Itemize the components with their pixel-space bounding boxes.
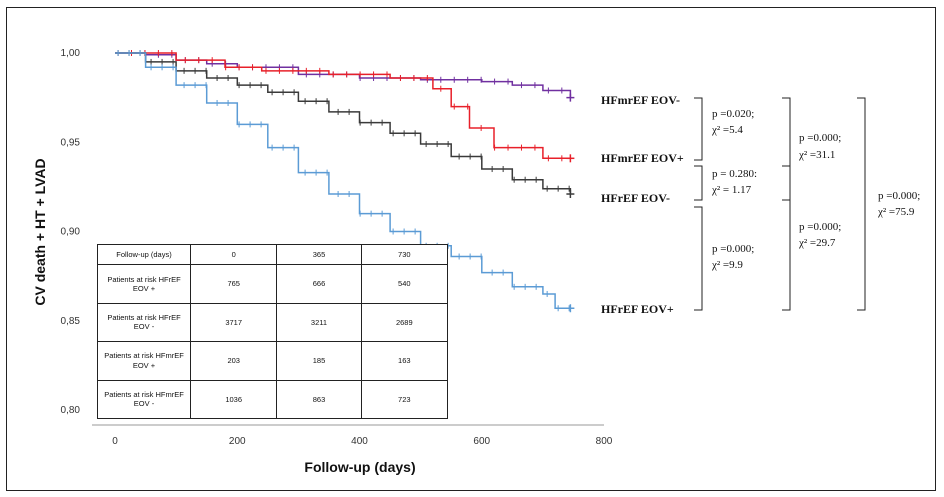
y-tick-label: 0,90 — [61, 227, 81, 238]
series-label-1: HFmrEF EOV+ — [601, 151, 684, 165]
y-tick-label: 0,95 — [61, 137, 81, 148]
risk-table-header-cell: 365 — [276, 243, 362, 266]
p-value: p =0.000; — [799, 221, 841, 233]
chi-square: χ² =31.1 — [798, 149, 835, 161]
chi-square: χ² =29.7 — [798, 237, 836, 249]
risk-table-header-cell: 730 — [360, 243, 449, 266]
risk-table-cell: 185 — [276, 341, 362, 381]
risk-table-cell: 540 — [360, 264, 449, 304]
p-value: p =0.000; — [878, 190, 920, 202]
y-axis-title: CV death + HT + LVAD — [32, 158, 48, 305]
bracket — [782, 165, 791, 311]
x-tick-label: 200 — [229, 436, 246, 447]
chi-square: χ² =75.9 — [877, 206, 915, 218]
p-value: p =0.020; — [712, 108, 754, 120]
y-tick-label: 0,85 — [61, 316, 81, 327]
risk-table-cell: 163 — [360, 341, 449, 381]
series-label-2: HFrEF EOV- — [601, 191, 670, 205]
bracket — [694, 165, 703, 201]
series-line-1 — [115, 52, 571, 160]
risk-table-row: Patients at risk HFmrEF EOV -1036 863 723 — [97, 379, 449, 419]
x-tick-label: 0 — [112, 436, 118, 447]
bracket — [782, 97, 791, 201]
p-value: p = 0.280: — [712, 168, 757, 180]
risk-table-row-label: Patients at risk HFrEF EOV - — [97, 302, 191, 343]
series-line-3 — [115, 52, 571, 310]
risk-table-row-label: Patients at risk HFmrEF EOV - — [97, 379, 191, 419]
bracket — [857, 97, 866, 311]
risk-table: Follow-up (days) 0 365 730 Patients at risk … — [97, 243, 449, 419]
bracket — [694, 206, 703, 311]
risk-table-cell: 1036 — [189, 379, 278, 419]
risk-table-cell: 723 — [360, 379, 449, 419]
series-labels: HFmrEF EOV- HFmrEF EOV+ HFrEF EOV- HFrEF EO… — [601, 93, 684, 316]
x-tick-label: 400 — [351, 436, 368, 447]
series-line-2 — [115, 52, 572, 194]
axes: 0 200 400 600 800 1,00 0,95 0,90 0,85 0,80 Follow-… — [32, 48, 613, 475]
risk-table-cell: 2689 — [360, 302, 449, 343]
risk-table-cell: 863 — [276, 379, 362, 419]
risk-table-row: Patients at risk HFrEF EOV +765 666 540 — [97, 264, 449, 304]
x-tick-label: 800 — [596, 436, 613, 447]
series-label-0: HFmrEF EOV- — [601, 93, 680, 107]
risk-table-cell: 3211 — [276, 302, 362, 343]
risk-table-cell: 3717 — [189, 302, 278, 343]
risk-table-row: Patients at risk HFmrEF EOV +203 185 163 — [97, 341, 449, 381]
risk-table-header-cell: 0 — [189, 243, 278, 266]
x-axis-title: Follow-up (days) — [304, 459, 415, 475]
chi-square: χ² = 1.17 — [711, 184, 752, 196]
risk-table-row-label: Patients at risk HFrEF EOV + — [97, 264, 191, 304]
p-value: p =0.000; — [799, 132, 841, 144]
chi-square: χ² =9.9 — [711, 259, 743, 271]
risk-table-row: Patients at risk HFrEF EOV -3717 3211 2689 — [97, 302, 449, 343]
y-tick-label: 1,00 — [61, 48, 81, 59]
risk-table-header-row: Follow-up (days) 0 365 730 — [97, 243, 449, 266]
risk-table-cell: 666 — [276, 264, 362, 304]
series-label-3: HFrEF EOV+ — [601, 302, 674, 316]
chi-square: χ² =5.4 — [711, 124, 743, 136]
risk-table-row-label: Patients at risk HFmrEF EOV + — [97, 341, 191, 381]
stat-annotations: p =0.020; χ² =5.4 p = 0.280: χ² = 1.17 p =0.… — [694, 97, 920, 311]
bracket — [694, 97, 703, 161]
p-value: p =0.000; — [712, 243, 754, 255]
risk-table-header-cell: Follow-up (days) — [97, 243, 191, 266]
series-lines — [115, 50, 575, 313]
y-tick-label: 0,80 — [61, 405, 81, 416]
x-tick-label: 600 — [473, 436, 490, 447]
risk-table-cell: 203 — [189, 341, 278, 381]
risk-table-cell: 765 — [189, 264, 278, 304]
